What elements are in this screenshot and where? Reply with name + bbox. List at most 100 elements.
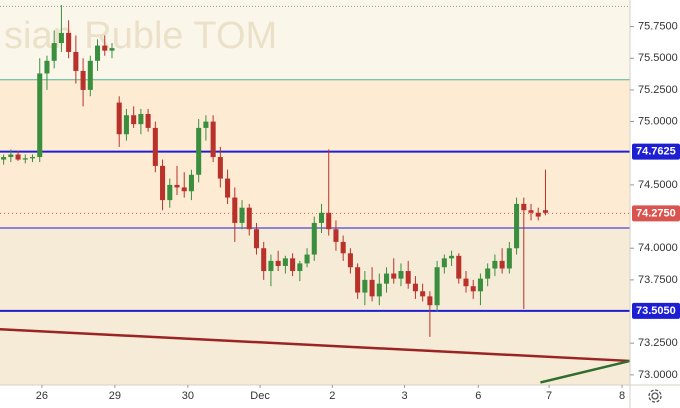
candle-body bbox=[535, 212, 541, 217]
candle-body bbox=[383, 273, 390, 284]
candle-body bbox=[456, 255, 462, 279]
candle-body bbox=[318, 212, 325, 223]
candle-body bbox=[506, 248, 512, 269]
y-tick-label: 75.5000 bbox=[638, 52, 678, 64]
candle-body bbox=[304, 254, 310, 264]
candle-body bbox=[138, 113, 144, 125]
candle-body bbox=[22, 158, 28, 160]
price-badge bbox=[632, 143, 680, 160]
zone bbox=[0, 79, 630, 228]
candle-body bbox=[376, 283, 382, 297]
y-tick-label: 74.0000 bbox=[638, 242, 678, 254]
candle-body bbox=[160, 165, 166, 201]
x-tick-label: 6 bbox=[475, 390, 481, 402]
candle-body bbox=[521, 203, 527, 211]
candle-body bbox=[145, 113, 151, 128]
candle-body bbox=[311, 222, 317, 255]
y-tick-label: 73.7500 bbox=[638, 274, 678, 286]
candle-body bbox=[80, 70, 86, 90]
candle-body bbox=[217, 157, 223, 179]
candle-body bbox=[174, 184, 180, 188]
x-tick-label: 8 bbox=[619, 390, 625, 402]
candle-body bbox=[196, 127, 202, 175]
candle-body bbox=[116, 102, 122, 135]
candle-body bbox=[340, 241, 346, 254]
x-tick-label: 30 bbox=[182, 390, 194, 402]
candle-body bbox=[492, 260, 498, 269]
y-tick-label: 75.0000 bbox=[638, 115, 678, 127]
y-tick-label: 73.0000 bbox=[638, 369, 678, 381]
settings-icon[interactable] bbox=[648, 389, 662, 403]
candle-body bbox=[73, 51, 79, 71]
x-tick-label: 26 bbox=[36, 390, 48, 402]
candle-body bbox=[412, 283, 418, 292]
candle-body bbox=[333, 229, 339, 242]
candle-body bbox=[232, 197, 238, 223]
price-badge bbox=[632, 302, 680, 319]
candle-body bbox=[225, 178, 231, 198]
y-tick-label: 75.7500 bbox=[638, 21, 678, 33]
candle-body bbox=[542, 210, 548, 213]
candle-body bbox=[297, 263, 303, 272]
candle-body bbox=[123, 115, 129, 135]
trend-line bbox=[0, 328, 631, 363]
price-badge bbox=[632, 205, 680, 222]
candle-body bbox=[369, 279, 375, 297]
candle-body bbox=[499, 260, 505, 269]
candle-body bbox=[485, 268, 491, 279]
candle-body bbox=[398, 271, 404, 279]
candle-body bbox=[131, 115, 137, 125]
candle-body bbox=[253, 229, 260, 249]
candle-body bbox=[420, 291, 426, 297]
candle-body bbox=[268, 260, 274, 272]
candle-body bbox=[29, 157, 36, 159]
x-tick-label: 29 bbox=[109, 390, 121, 402]
price-badge-label: 74.2750 bbox=[636, 207, 676, 219]
x-tick-label: 7 bbox=[546, 390, 552, 402]
candle-body bbox=[449, 255, 455, 259]
candle-body bbox=[441, 258, 447, 268]
x-tick-label: Dec bbox=[250, 390, 270, 402]
watermark: sian Ruble TOM bbox=[4, 15, 277, 57]
candle-body bbox=[95, 45, 101, 61]
candle-body bbox=[405, 271, 411, 284]
trend-line bbox=[540, 359, 631, 384]
candle-body bbox=[290, 258, 296, 272]
candle-body bbox=[44, 60, 50, 74]
candle-body bbox=[37, 73, 43, 158]
price-badge-label: 74.7625 bbox=[636, 146, 676, 158]
candle-body bbox=[326, 212, 332, 230]
y-tick-label: 75.2500 bbox=[638, 84, 678, 96]
candle-body bbox=[514, 203, 520, 249]
candle-body bbox=[51, 43, 57, 61]
x-tick-label: 3 bbox=[402, 390, 408, 402]
candle-body bbox=[246, 207, 252, 230]
candle-body bbox=[347, 253, 353, 268]
candle-body bbox=[391, 273, 397, 279]
candle-body bbox=[167, 184, 173, 201]
candle-body bbox=[427, 296, 433, 306]
candle-body bbox=[528, 210, 534, 213]
candle-body bbox=[87, 60, 93, 90]
price-badge-label: 73.5050 bbox=[636, 305, 676, 317]
candle-body bbox=[282, 258, 288, 266]
candle-body bbox=[15, 154, 21, 160]
candle-body bbox=[275, 260, 281, 266]
candle-body bbox=[8, 154, 14, 158]
candle-body bbox=[181, 187, 187, 192]
candle-body bbox=[210, 121, 216, 158]
candle-body bbox=[109, 48, 115, 51]
candle-body bbox=[152, 127, 158, 166]
candle-body bbox=[239, 207, 245, 223]
candle-body bbox=[355, 267, 361, 293]
y-tick-label: 74.5000 bbox=[638, 179, 678, 191]
candle-body bbox=[477, 278, 483, 292]
candle-body bbox=[58, 32, 64, 44]
candle-body bbox=[1, 157, 7, 160]
candle-body bbox=[261, 248, 267, 272]
candle-body bbox=[463, 278, 469, 287]
x-tick-label: 2 bbox=[329, 390, 335, 402]
candle-body bbox=[362, 279, 368, 293]
